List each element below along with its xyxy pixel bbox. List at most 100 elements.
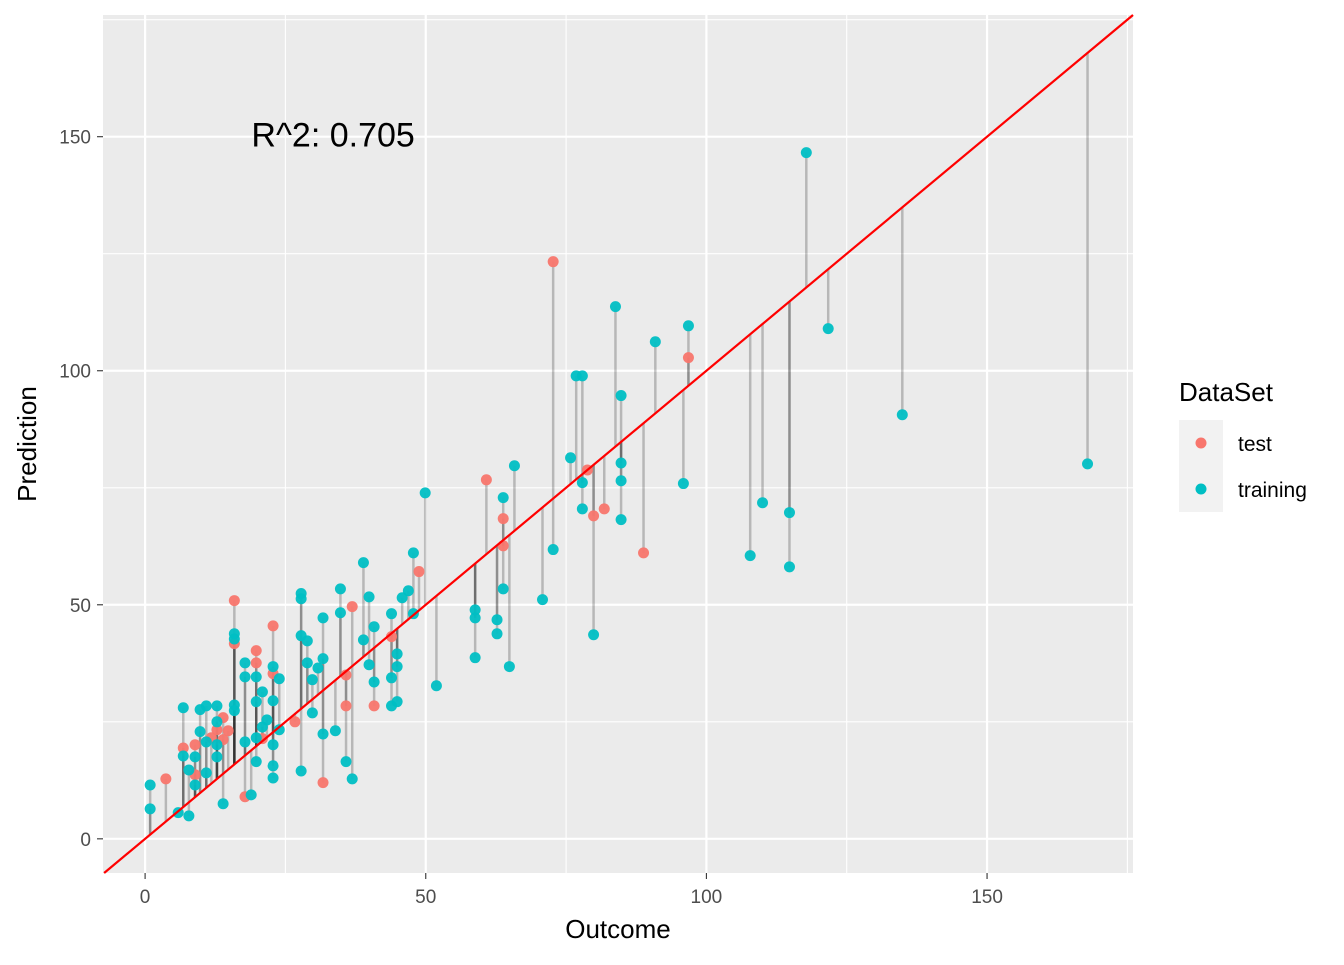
point-training bbox=[547, 544, 559, 556]
point-training bbox=[682, 320, 694, 332]
point-test bbox=[497, 513, 509, 525]
point-training bbox=[239, 671, 251, 683]
point-training bbox=[239, 736, 251, 748]
point-training bbox=[565, 452, 577, 464]
legend-marker-test bbox=[1195, 437, 1207, 449]
point-training bbox=[503, 661, 515, 673]
point-training bbox=[306, 674, 318, 686]
point-training bbox=[189, 779, 201, 791]
y-tick-label: 150 bbox=[59, 128, 91, 149]
point-test bbox=[317, 777, 329, 789]
legend-label-training: training bbox=[1238, 479, 1307, 502]
point-training bbox=[340, 756, 352, 768]
point-training bbox=[588, 629, 600, 641]
point-training bbox=[334, 583, 346, 595]
point-training bbox=[391, 661, 403, 673]
legend-marker-training bbox=[1195, 483, 1207, 495]
point-training bbox=[267, 695, 279, 707]
point-training bbox=[346, 773, 358, 785]
point-training bbox=[144, 779, 156, 791]
point-test bbox=[189, 739, 201, 751]
point-test bbox=[588, 510, 600, 522]
point-training bbox=[295, 765, 307, 777]
y-axis-label: Prediction bbox=[12, 386, 42, 502]
points bbox=[144, 147, 1094, 822]
point-training bbox=[537, 594, 549, 606]
point-training bbox=[211, 700, 223, 712]
point-test bbox=[386, 631, 398, 643]
point-test bbox=[222, 725, 234, 737]
point-training bbox=[419, 487, 431, 499]
point-training bbox=[228, 705, 240, 717]
point-test bbox=[177, 742, 189, 754]
point-training bbox=[217, 798, 229, 810]
point-training bbox=[783, 507, 795, 519]
point-training bbox=[267, 760, 279, 772]
point-training bbox=[822, 323, 834, 335]
point-test bbox=[547, 256, 559, 268]
point-training bbox=[677, 478, 689, 490]
point-training bbox=[211, 716, 223, 728]
point-training bbox=[800, 147, 812, 159]
r-squared-annotation: R^2: 0.705 bbox=[251, 116, 414, 154]
point-training bbox=[177, 750, 189, 762]
point-training bbox=[609, 301, 621, 313]
x-tick-label: 100 bbox=[691, 887, 723, 908]
point-training bbox=[576, 503, 588, 515]
point-training bbox=[783, 561, 795, 573]
point-training bbox=[430, 680, 442, 692]
point-training bbox=[317, 728, 329, 740]
point-test bbox=[228, 595, 240, 607]
grid bbox=[4, 15, 1133, 873]
point-training bbox=[194, 726, 206, 738]
point-training bbox=[576, 370, 588, 382]
point-training bbox=[357, 557, 369, 569]
point-training bbox=[144, 803, 156, 815]
point-training bbox=[508, 460, 520, 472]
point-test bbox=[638, 547, 650, 559]
point-training bbox=[306, 707, 318, 719]
point-training bbox=[256, 686, 268, 698]
point-test bbox=[497, 540, 509, 552]
point-training bbox=[391, 696, 403, 708]
point-test bbox=[413, 566, 425, 578]
point-training bbox=[649, 336, 661, 348]
point-training bbox=[261, 714, 273, 726]
point-training bbox=[357, 634, 369, 646]
point-training bbox=[250, 696, 262, 708]
point-training bbox=[386, 672, 398, 684]
point-training bbox=[491, 628, 503, 640]
point-training bbox=[469, 652, 481, 664]
point-test bbox=[598, 503, 610, 515]
point-test bbox=[480, 474, 492, 486]
point-training bbox=[368, 621, 380, 633]
point-test bbox=[340, 700, 352, 712]
y-tick-label: 100 bbox=[59, 362, 91, 383]
point-training bbox=[757, 497, 769, 509]
point-training bbox=[497, 492, 509, 504]
point-training bbox=[363, 659, 375, 671]
point-training bbox=[312, 662, 324, 674]
point-training bbox=[469, 604, 481, 616]
legend-title: DataSet bbox=[1179, 377, 1274, 407]
point-training bbox=[239, 657, 251, 669]
point-test bbox=[682, 352, 694, 364]
x-tick-label: 0 bbox=[140, 887, 151, 908]
point-training bbox=[576, 477, 588, 489]
point-training bbox=[267, 772, 279, 784]
point-training bbox=[491, 614, 503, 626]
point-training bbox=[245, 789, 257, 801]
point-training bbox=[189, 751, 201, 763]
x-tick-label: 50 bbox=[415, 887, 436, 908]
y-tick-label: 0 bbox=[80, 830, 91, 851]
point-test bbox=[368, 700, 380, 712]
point-training bbox=[250, 732, 262, 744]
axis-ticks: 0 50 100 150 0 50 100 150 bbox=[59, 128, 1003, 908]
point-training bbox=[177, 702, 189, 714]
point-training bbox=[615, 390, 627, 402]
point-training bbox=[329, 725, 341, 737]
point-training bbox=[363, 591, 375, 603]
point-test bbox=[211, 724, 223, 736]
point-training bbox=[469, 612, 481, 624]
